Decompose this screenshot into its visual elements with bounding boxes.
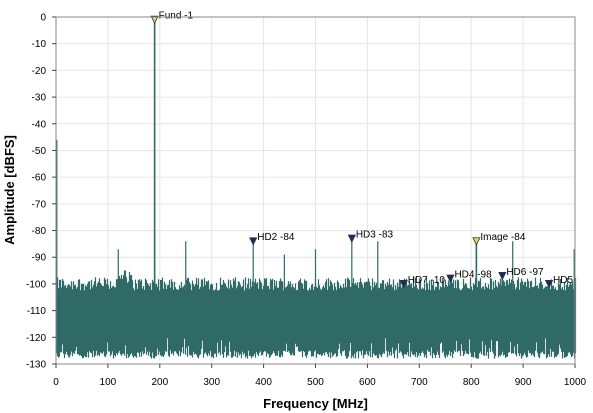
y-tick-label: -70 bbox=[32, 199, 47, 210]
y-tick-label: -50 bbox=[32, 146, 47, 157]
marker-triangle bbox=[544, 280, 554, 289]
y-tick-label: -80 bbox=[32, 226, 47, 237]
marker-triangle bbox=[249, 237, 258, 246]
marker-triangle bbox=[472, 237, 481, 246]
marker-triangle bbox=[347, 234, 356, 243]
marker-label: Image -84 bbox=[480, 232, 525, 243]
marker-triangle bbox=[150, 15, 159, 25]
y-tick-label: -10 bbox=[32, 39, 47, 50]
y-tick-label: -110 bbox=[27, 306, 47, 317]
y-axis-ticks: 0 -10 -20 -30 -40 -50 -60 -70 -80 -90 -100 -110 -120… bbox=[26, 13, 56, 371]
y-tick-label: -130 bbox=[26, 360, 46, 371]
y-axis-label: Amplitude [dBFS] bbox=[2, 135, 17, 245]
marker-label: HD7 -10 bbox=[408, 275, 446, 286]
y-tick-label: -40 bbox=[32, 119, 47, 130]
y-tick-label: 0 bbox=[40, 13, 46, 24]
y-tick-label: -100 bbox=[26, 279, 46, 290]
marker-label: Fund -1 bbox=[159, 11, 194, 22]
x-tick-label: 500 bbox=[307, 377, 324, 388]
x-tick-label: 300 bbox=[203, 377, 220, 388]
marker-label: HD4 -98 bbox=[454, 270, 492, 281]
x-tick-label: 800 bbox=[463, 377, 480, 388]
y-tick-label: -60 bbox=[32, 173, 47, 184]
x-tick-label: 1000 bbox=[564, 377, 587, 388]
x-tick-label: 900 bbox=[515, 377, 532, 388]
x-tick-label: 600 bbox=[359, 377, 376, 388]
x-tick-label: 100 bbox=[100, 377, 117, 388]
marker-label: HD5 bbox=[553, 275, 573, 286]
marker-label: HD6 -97 bbox=[506, 267, 544, 278]
y-tick-label: -30 bbox=[32, 93, 47, 104]
y-tick-label: -20 bbox=[32, 66, 47, 77]
markers: Fund -1 HD2 -84 HD3 -83 HD7 -10 HD4 -98 Image… bbox=[150, 11, 573, 311]
y-tick-label: -120 bbox=[26, 333, 46, 344]
x-tick-label: 200 bbox=[151, 377, 168, 388]
marker-label: HD3 -83 bbox=[356, 230, 394, 241]
x-tick-label: 400 bbox=[255, 377, 272, 388]
x-axis-ticks: 0 100 200 300 400 500 600 700 800 900 1000 bbox=[53, 364, 587, 388]
y-tick-label: -90 bbox=[32, 253, 47, 264]
x-tick-label: 700 bbox=[411, 377, 428, 388]
x-tick-label: 0 bbox=[53, 377, 59, 388]
marker-triangle bbox=[498, 272, 507, 281]
x-axis-label: Frequency [MHz] bbox=[263, 396, 368, 411]
marker-triangle bbox=[399, 280, 408, 289]
marker-label: HD2 -84 bbox=[257, 232, 295, 243]
marker-triangle bbox=[446, 274, 455, 283]
